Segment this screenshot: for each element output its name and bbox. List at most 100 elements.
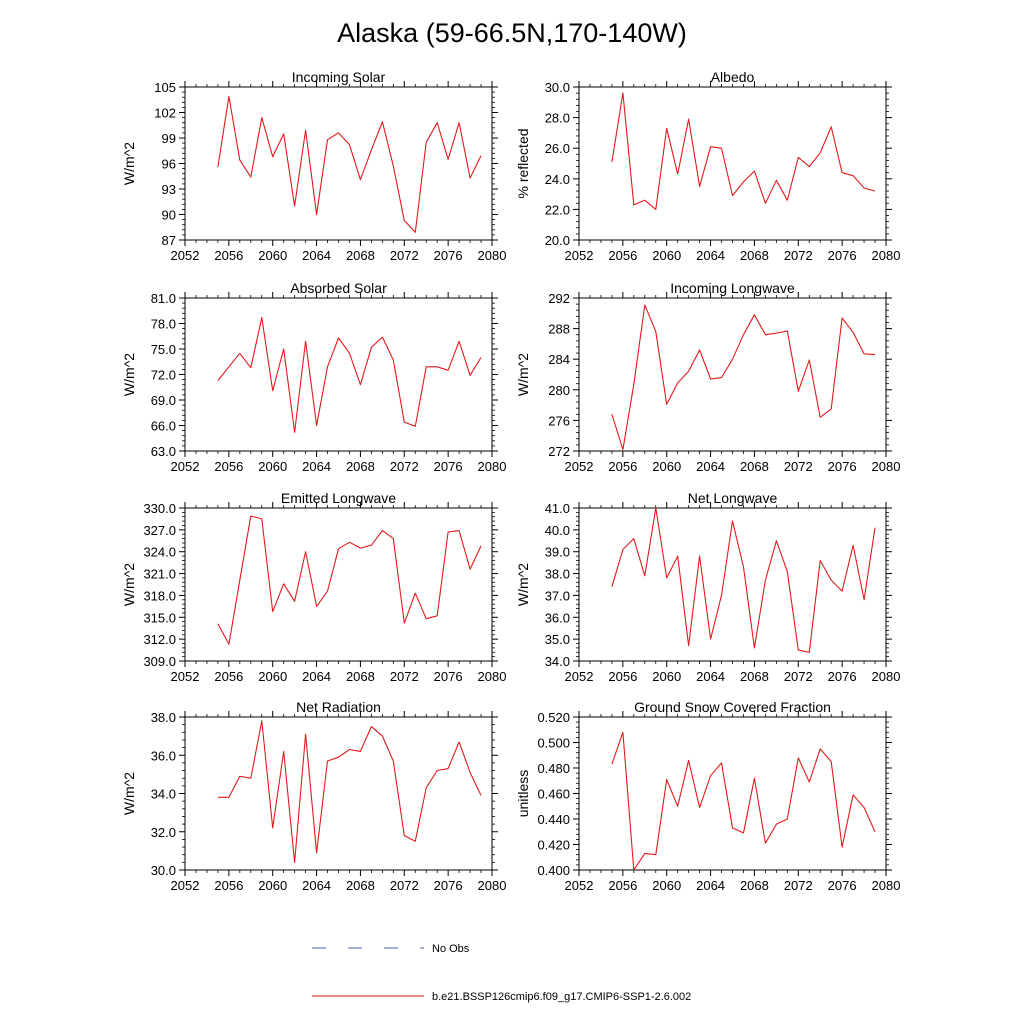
y-tick-label: 34.0 <box>151 787 176 802</box>
y-tick-label: 28.0 <box>545 111 570 126</box>
x-tick-label: 2076 <box>828 878 857 893</box>
x-tick-label: 2060 <box>652 459 681 474</box>
x-tick-label: 2052 <box>171 248 200 263</box>
y-tick-label: 69.0 <box>151 393 176 408</box>
y-tick-label: 40.0 <box>545 523 570 538</box>
x-tick-label: 2072 <box>784 248 813 263</box>
y-tick-label: 30.0 <box>545 80 570 95</box>
y-axis-label: unitless <box>515 770 531 817</box>
series-line <box>217 720 482 863</box>
x-tick-label: 2064 <box>696 248 725 263</box>
legend-model-label: b.e21.BSSP126cmip6.f09_g17.CMIP6-SSP1-2.… <box>432 991 691 1003</box>
x-tick-label: 2076 <box>434 459 463 474</box>
y-tick-label: 34.0 <box>545 654 570 669</box>
x-tick-label: 2052 <box>565 878 594 893</box>
x-tick-label: 2056 <box>608 878 637 893</box>
x-tick-label: 2056 <box>608 248 637 263</box>
y-tick-label: 38.0 <box>151 710 176 725</box>
y-tick-label: 72.0 <box>151 368 176 383</box>
y-tick-label: 292 <box>548 291 570 306</box>
y-axis-label: W/m^2 <box>515 353 531 396</box>
panel-net-longwave: Net Longwave W/m^2 2052 2056 2060 2064 2068 207… <box>515 490 900 684</box>
x-tick-label: 2068 <box>346 878 375 893</box>
y-tick-label: 87 <box>162 233 176 248</box>
y-tick-label: 38.0 <box>545 567 570 582</box>
y-axis-label: W/m^2 <box>515 563 531 606</box>
x-tick-label: 2076 <box>434 669 463 684</box>
x-tick-label: 2052 <box>171 878 200 893</box>
x-tick-label: 2060 <box>652 669 681 684</box>
x-tick-label: 2076 <box>434 878 463 893</box>
plot-frame <box>184 297 493 452</box>
y-tick-label: 288 <box>548 322 570 337</box>
y-axis-label: W/m^2 <box>121 142 137 185</box>
x-tick-label: 2064 <box>696 878 725 893</box>
plot-frame <box>578 507 887 662</box>
legend: No Obs b.e21.BSSP126cmip6.f09_g17.CMIP6-… <box>312 943 691 1003</box>
x-tick-label: 2068 <box>740 248 769 263</box>
y-tick-label: 96 <box>162 157 176 172</box>
x-tick-label: 2072 <box>784 878 813 893</box>
x-tick-label: 2052 <box>565 459 594 474</box>
x-tick-label: 2072 <box>784 459 813 474</box>
series-line <box>611 507 876 653</box>
panel-title: Absorbed Solar <box>290 280 387 296</box>
y-tick-label: 32.0 <box>151 825 176 840</box>
x-tick-label: 2068 <box>346 669 375 684</box>
x-tick-label: 2056 <box>214 669 243 684</box>
plot-frame <box>578 297 887 452</box>
y-tick-label: 78.0 <box>151 317 176 332</box>
x-tick-label: 2060 <box>652 878 681 893</box>
x-tick-label: 2060 <box>258 878 287 893</box>
x-tick-label: 2072 <box>390 878 419 893</box>
x-tick-label: 2076 <box>828 669 857 684</box>
y-tick-label: 272 <box>548 444 570 459</box>
y-tick-label: 20.0 <box>545 233 570 248</box>
panel-title: Emitted Longwave <box>281 490 396 506</box>
y-tick-label: 321.0 <box>143 567 176 582</box>
x-tick-label: 2080 <box>478 878 507 893</box>
y-tick-label: 99 <box>162 131 176 146</box>
panel-albedo: Albedo % reflected 2052 2056 2060 2064 2068 207… <box>515 69 900 263</box>
panel-net-radiation: Net Radiation W/m^2 2052 2056 2060 2064 2068 20… <box>121 699 506 893</box>
y-tick-label: 75.0 <box>151 342 176 357</box>
y-tick-label: 0.500 <box>537 736 570 751</box>
series-line <box>611 731 876 871</box>
x-tick-label: 2064 <box>302 459 331 474</box>
y-tick-label: 318.0 <box>143 588 176 603</box>
x-tick-label: 2064 <box>302 878 331 893</box>
x-tick-label: 2080 <box>478 248 507 263</box>
y-tick-label: 63.0 <box>151 444 176 459</box>
x-tick-label: 2080 <box>478 669 507 684</box>
panel-incoming-longwave: Incoming Longwave W/m^2 2052 2056 2060 2064 20… <box>515 280 900 474</box>
y-tick-label: 315.0 <box>143 610 176 625</box>
y-tick-label: 102 <box>154 106 176 121</box>
y-tick-label: 93 <box>162 182 176 197</box>
x-tick-label: 2072 <box>390 669 419 684</box>
panel-absorbed-solar: Absorbed Solar W/m^2 2052 2056 2060 2064 2068 2… <box>121 280 506 474</box>
panel-incoming-solar: Incoming Solar W/m^2 2052 2056 2060 2064 2068 2… <box>121 69 506 263</box>
plot-frame <box>578 716 887 871</box>
x-tick-label: 2064 <box>696 459 725 474</box>
x-tick-label: 2072 <box>390 248 419 263</box>
x-tick-label: 2052 <box>171 669 200 684</box>
y-tick-label: 36.0 <box>151 748 176 763</box>
x-tick-label: 2052 <box>171 459 200 474</box>
panel-title: Albedo <box>711 69 755 85</box>
panel-emitted-longwave: Emitted Longwave W/m^2 2052 2056 2060 2064 206… <box>121 490 506 684</box>
series-line <box>217 515 482 645</box>
plot-frame <box>184 507 493 662</box>
x-tick-label: 2052 <box>565 669 594 684</box>
y-tick-label: 22.0 <box>545 202 570 217</box>
x-tick-label: 2080 <box>872 248 901 263</box>
x-tick-label: 2068 <box>346 459 375 474</box>
x-tick-label: 2056 <box>214 459 243 474</box>
figure-title: Alaska (59-66.5N,170-140W) <box>337 18 687 48</box>
y-tick-label: 26.0 <box>545 141 570 156</box>
x-tick-label: 2056 <box>214 878 243 893</box>
y-tick-label: 0.520 <box>537 710 570 725</box>
y-tick-label: 39.0 <box>545 545 570 560</box>
y-axis-label: W/m^2 <box>121 353 137 396</box>
panel-title: Ground Snow Covered Fraction <box>634 699 831 715</box>
